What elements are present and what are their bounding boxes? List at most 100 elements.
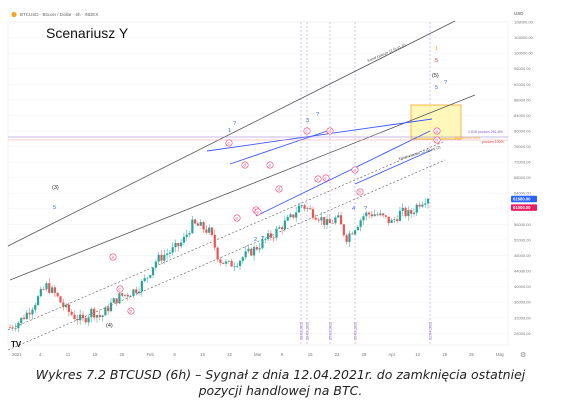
- chart-frame: 18.03.2021 18.03.2021 25.03.2021 25.03.2021…: [7, 11, 537, 359]
- wave-circle: [322, 174, 330, 182]
- candle-body: [205, 229, 208, 233]
- candle-body: [348, 233, 351, 242]
- candle-body: [182, 236, 186, 243]
- trendline: [206, 118, 433, 152]
- wave-label: 5: [53, 205, 56, 211]
- x-tick-label: 25: [120, 352, 125, 357]
- candle-body: [331, 222, 334, 224]
- candle-body: [255, 247, 258, 250]
- wave-circle: [356, 188, 364, 196]
- plot-frame: [7, 21, 509, 346]
- y-tick-label: 100000.00: [514, 51, 534, 56]
- candle-body: [210, 227, 214, 236]
- candle-body: [250, 248, 253, 256]
- candle-body: [317, 219, 320, 221]
- figure-caption: Wykres 7.2 BTCUSD (6h) – Sygnał z dnia 1…: [0, 367, 561, 399]
- candle-body: [101, 315, 104, 318]
- candle-body: [180, 242, 183, 247]
- wave-circle: [314, 175, 322, 183]
- trendline: [255, 130, 431, 217]
- candle-body: [216, 247, 219, 260]
- candle-body: [297, 205, 301, 213]
- x-tick-label: 19: [442, 352, 447, 357]
- candle-body: [104, 307, 107, 316]
- candle-body: [163, 254, 166, 261]
- trendline: [229, 129, 331, 165]
- wave-circle-label: a: [354, 168, 357, 173]
- wave-circle-label: e: [317, 177, 320, 182]
- x-tick-label: 8: [173, 352, 176, 357]
- btcusd-chart: 18.03.2021 18.03.2021 25.03.2021 25.03.2021…: [7, 11, 537, 359]
- x-tick-label: 26: [469, 352, 474, 357]
- y-axis: 108000.00 104000.00 100000.00 96000.00 92000…: [511, 20, 537, 336]
- candle-body: [22, 317, 26, 320]
- candles: [8, 197, 430, 333]
- symbol-line: BTCUSD · Bitcoin / Dollar · 6h · INDEX: [20, 12, 98, 17]
- wave-circle: [275, 185, 283, 193]
- candle-body: [121, 293, 124, 296]
- candle-body: [384, 215, 388, 217]
- x-tick-label: 15: [308, 352, 313, 357]
- candle-body: [362, 216, 365, 221]
- x-tick-label: Feb: [146, 352, 154, 357]
- wave-circle: [241, 161, 249, 169]
- wave-circle-label: a: [112, 255, 115, 260]
- candle-body: [393, 219, 396, 221]
- candle-body: [323, 217, 326, 225]
- candle-body: [140, 280, 143, 292]
- scenario-title: Scenariusz Y: [46, 25, 129, 41]
- candle-body: [328, 219, 331, 223]
- y-tick-label: 56000.00: [514, 222, 531, 227]
- candle-body: [39, 288, 42, 297]
- y-tick-label: 32000.00: [514, 315, 531, 320]
- candle-body: [42, 288, 45, 290]
- fib-label: 1.618 poziom 261.8%: [468, 130, 504, 134]
- candle-body: [219, 259, 222, 263]
- wave-circle-label: d: [244, 163, 247, 168]
- candle-body: [123, 294, 127, 296]
- wave-circle-label: c: [228, 141, 230, 146]
- candle-body: [244, 251, 247, 258]
- candle-body: [266, 233, 270, 240]
- x-tick-label: 18: [93, 352, 98, 357]
- candle-body: [337, 215, 340, 218]
- symbol-status-icon: [11, 11, 17, 18]
- wave-label: ?: [364, 206, 367, 212]
- wave-label: ?: [261, 236, 264, 242]
- candle-body: [396, 219, 399, 221]
- wave-circle-label: c: [325, 176, 327, 181]
- y-tick-label: 28000.00: [514, 331, 531, 336]
- candle-body: [424, 203, 427, 205]
- candle-body: [154, 261, 157, 268]
- x-tick-label: 12: [415, 352, 420, 357]
- wave-circle: [433, 127, 441, 135]
- candle-body: [188, 233, 191, 235]
- candle-body: [418, 204, 421, 207]
- candle-body: [132, 289, 135, 296]
- candle-body: [62, 302, 65, 308]
- candle-body: [224, 261, 228, 264]
- x-tick-label: Apr: [388, 352, 395, 357]
- candle-body: [334, 217, 337, 224]
- candle-body: [379, 213, 382, 216]
- candle-body: [115, 298, 118, 304]
- candle-body: [351, 233, 354, 235]
- trendline: [354, 149, 433, 185]
- candle-body: [292, 214, 295, 218]
- candle-body: [238, 260, 242, 267]
- candle-body: [191, 219, 194, 234]
- settings-gear-icon[interactable]: ⚙: [520, 351, 526, 359]
- wave-circle: [351, 166, 359, 174]
- candle-body: [25, 312, 28, 320]
- circle-labels: abcdeabcdeabcdeabc: [109, 127, 441, 315]
- candle-body: [157, 254, 160, 262]
- candle-body: [320, 217, 323, 221]
- date-vline-label: 25.03.2021: [329, 322, 333, 340]
- channel-label: Kanał zawsze 12 (4) wy (3): [398, 145, 441, 161]
- candle-body: [53, 287, 56, 293]
- channel-line: [9, 94, 476, 281]
- currency-label[interactable]: USD: [514, 11, 524, 16]
- candle-body: [146, 277, 149, 279]
- wave-circle-label: a: [269, 163, 272, 168]
- y-tick-label: 52000.00: [514, 237, 531, 242]
